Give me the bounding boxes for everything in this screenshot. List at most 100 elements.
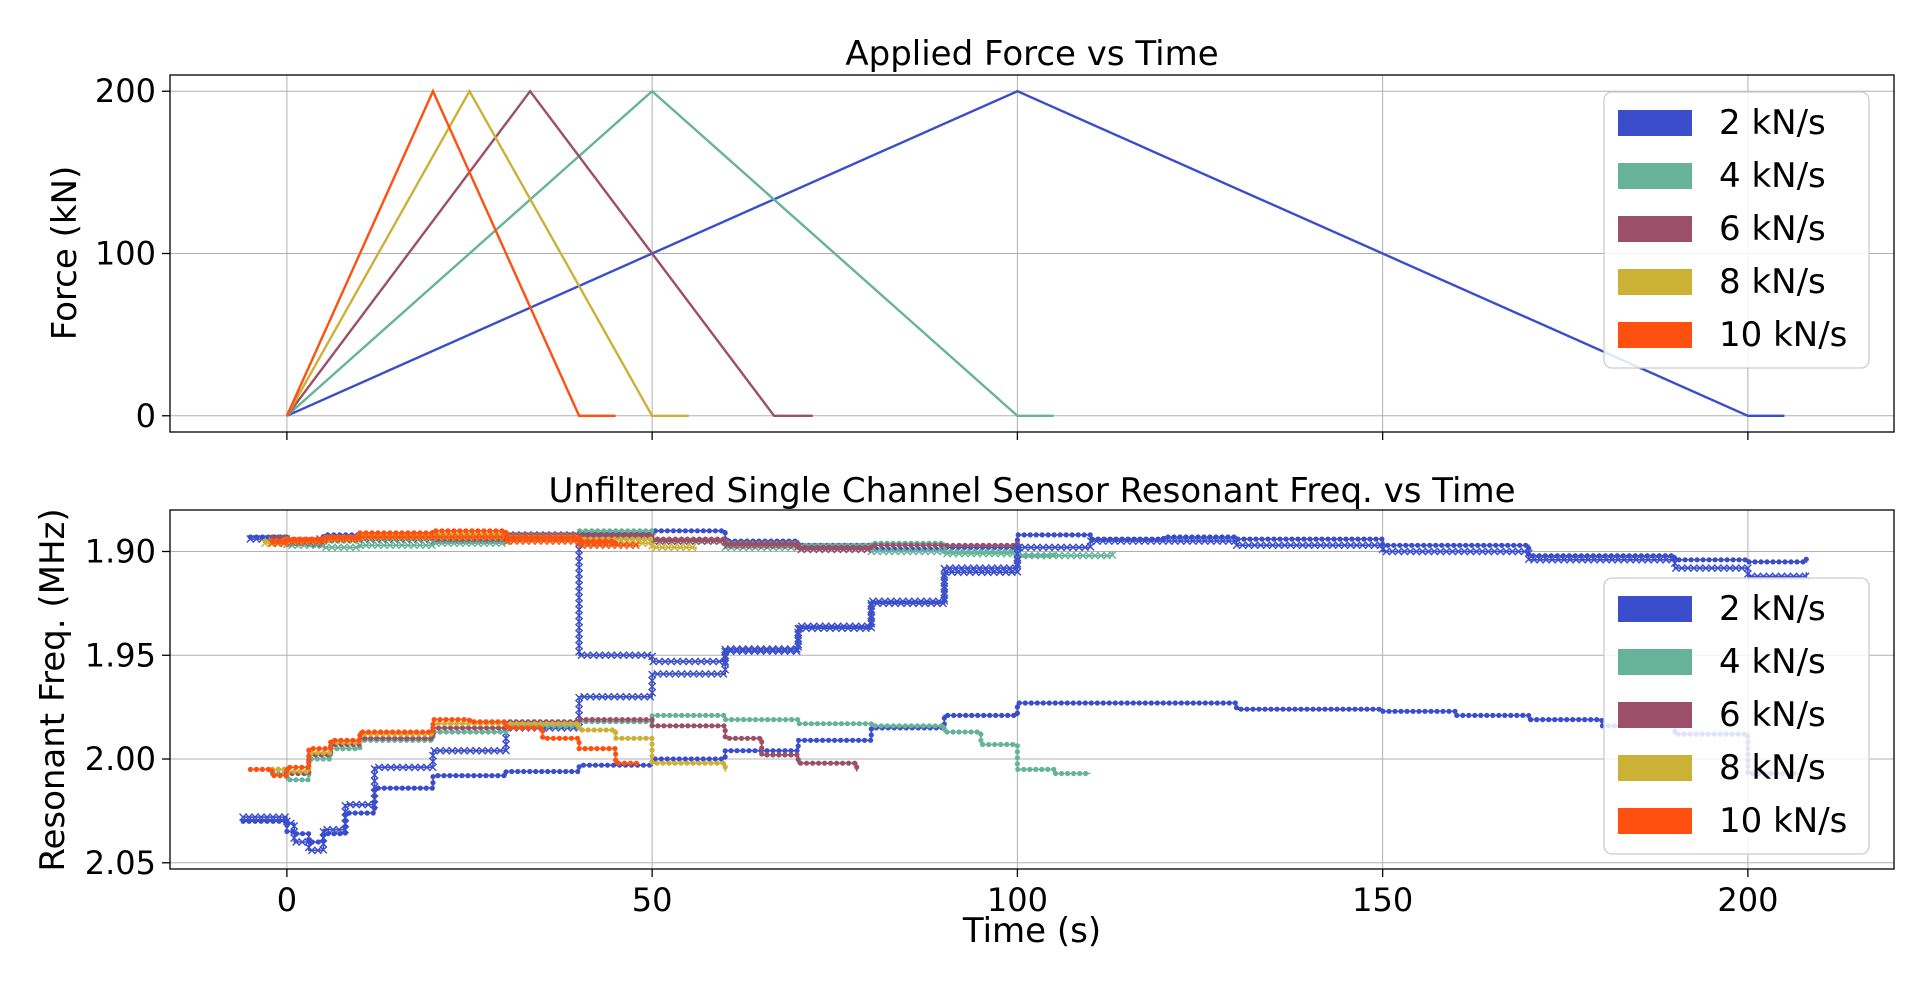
marker-12-90: [735, 717, 741, 723]
marker-10-206: [1310, 706, 1316, 712]
marker-0-199: [1373, 536, 1379, 542]
force-chart-series: [285, 88, 1785, 417]
marker-1-287: [1677, 564, 1686, 573]
marker-0-221: [1499, 542, 1505, 548]
marker-1-245: [1442, 547, 1451, 556]
marker-1-269: [1578, 555, 1587, 564]
marker-1-101: [709, 657, 718, 666]
marker-1-248: [1460, 547, 1469, 556]
marker-1-239: [1406, 547, 1415, 556]
marker-10-187: [1202, 700, 1208, 706]
marker-0-139: [1021, 532, 1027, 538]
marker-15-77: [613, 751, 619, 757]
marker-0-179: [1253, 536, 1259, 542]
marker-0-211: [1439, 542, 1445, 548]
marker-12-6: [299, 777, 305, 783]
marker-3-138: [1060, 551, 1069, 560]
marker-1-100: [703, 657, 712, 666]
marker-11-162: [928, 597, 937, 606]
marker-10-127: [868, 726, 874, 732]
marker-0-272: [1788, 559, 1794, 565]
marker-1-254: [1496, 547, 1505, 556]
marker-3-132: [1024, 551, 1033, 560]
marker-1-226: [1334, 541, 1343, 550]
marker-5-74: [697, 537, 706, 546]
marker-10-173: [1118, 700, 1124, 706]
marker-10-239: [1502, 712, 1508, 719]
marker-11-12: [290, 833, 299, 842]
marker-15-54: [503, 723, 509, 729]
marker-1-206: [1218, 537, 1227, 546]
marker-12-123: [926, 723, 932, 729]
marker-13-67: [613, 717, 619, 723]
marker-11-168: [940, 572, 949, 581]
marker-14-37: [441, 721, 448, 727]
marker-10-118: [826, 737, 832, 743]
marker-15-28: [366, 729, 372, 735]
marker-15-51: [489, 719, 495, 725]
marker-11-133: [794, 636, 803, 645]
freq-chart-legend: 2 kN/s 4 kN/s 6 kN/s 8 kN/s 10 kN/s: [1603, 577, 1870, 855]
marker-9-4: [290, 537, 299, 546]
marker-13-65: [601, 717, 607, 723]
marker-9-61: [619, 541, 628, 550]
marker-10-233: [1466, 712, 1472, 719]
marker-11-140: [821, 622, 830, 631]
marker-1-77: [575, 647, 584, 656]
marker-10-52: [465, 773, 471, 779]
marker-1-216: [1274, 541, 1283, 550]
marker-1-201: [1188, 537, 1197, 546]
marker-12-150: [1045, 766, 1051, 773]
marker-11-63: [484, 746, 493, 755]
marker-1-89: [643, 651, 652, 660]
marker-13-101: [782, 752, 788, 758]
marker-4-111: [902, 542, 908, 548]
marker-15-10: [293, 764, 299, 770]
marker-13-42: [471, 725, 478, 731]
series-line-2: [285, 89, 813, 417]
marker-5-69: [667, 537, 676, 546]
marker-10-160: [1040, 700, 1046, 706]
marker-10-249: [1558, 717, 1564, 723]
marker-13-112: [840, 760, 846, 766]
marker-13-39: [453, 725, 460, 731]
marker-11-106: [665, 669, 674, 678]
marker-13-26: [386, 735, 392, 741]
marker-1-231: [1364, 541, 1373, 550]
marker-1-261: [1530, 555, 1539, 564]
marker-10-168: [1088, 700, 1094, 706]
marker-1-65: [575, 575, 584, 584]
legend-label-2: 6 kN/s: [1719, 209, 1826, 249]
marker-1-200: [1182, 537, 1191, 546]
marker-12-151: [1051, 766, 1057, 773]
marker-10-12: [300, 831, 306, 837]
marker-0-180: [1259, 536, 1265, 542]
marker-12-136: [986, 741, 992, 748]
marker-15-19: [328, 745, 334, 751]
marker-11-128: [774, 647, 783, 656]
marker-15-3: [265, 766, 271, 773]
marker-1-240: [1412, 547, 1421, 556]
marker-2-59: [607, 528, 613, 534]
marker-13-89: [726, 735, 733, 741]
marker-11-51: [428, 763, 437, 772]
marker-0-254: [1682, 557, 1688, 563]
marker-11-31: [346, 800, 355, 809]
marker-0-74: [664, 528, 671, 534]
ytick-label-2: 200: [95, 72, 156, 110]
marker-11-121: [732, 647, 741, 656]
marker-12-96: [771, 717, 777, 723]
marker-11-1: [245, 813, 254, 822]
series-line-4: [285, 88, 616, 417]
marker-10-214: [1358, 706, 1364, 712]
marker-13-64: [595, 717, 601, 723]
marker-11-172: [959, 568, 968, 577]
marker-0-214: [1457, 542, 1463, 548]
marker-12-91: [741, 717, 747, 723]
marker-3-23: [397, 541, 406, 550]
marker-9-20: [382, 532, 391, 541]
marker-10-143: [951, 712, 957, 719]
marker-11-164: [940, 596, 949, 605]
marker-3-119: [949, 549, 958, 558]
marker-10-74: [586, 762, 593, 768]
